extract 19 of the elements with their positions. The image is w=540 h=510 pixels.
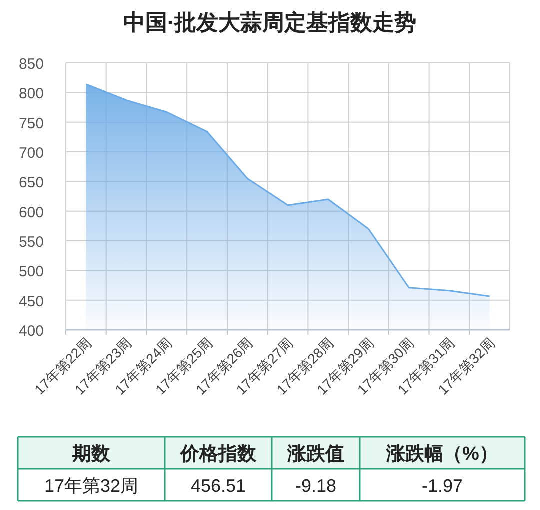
text: -9.18: [295, 476, 337, 496]
text: 456.51: [190, 476, 246, 496]
y-tick-label: 700: [18, 145, 44, 162]
text: 涨跌幅（%）: [386, 444, 498, 465]
y-tick-label: 850: [18, 56, 44, 73]
chart-title: 中国·批发大蒜周定基指数走势: [123, 10, 417, 35]
y-tick-label: 600: [18, 204, 44, 222]
y-tick-label: 550: [18, 234, 44, 251]
text: 17年第32周: [44, 476, 139, 496]
y-tick-label: 400: [18, 323, 44, 340]
text: -1.97: [422, 476, 464, 496]
text: 价格指数: [180, 444, 258, 465]
y-tick-label: 500: [18, 264, 44, 281]
text: 期数: [72, 444, 112, 465]
y-tick-label: 800: [18, 86, 44, 103]
y-tick-label: 750: [18, 115, 44, 132]
y-tick-label: 450: [18, 293, 44, 310]
text: 涨跌值: [286, 444, 344, 465]
y-tick-label: 650: [18, 174, 44, 192]
